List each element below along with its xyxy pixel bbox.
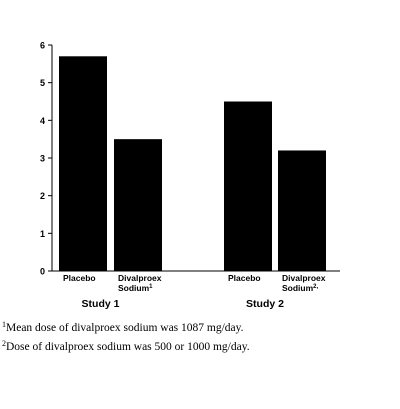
bar-study2-1 (224, 101, 272, 271)
y-tick-label-5: 5 (40, 78, 45, 88)
y-tick-label-0: 0 (40, 267, 45, 277)
footnote-2-mark: 2 (2, 339, 6, 348)
bar-label-superscript: 2, (313, 284, 318, 290)
y-tick-label-2: 2 (40, 191, 45, 201)
footnotes: 1Mean dose of divalproex sodium was 1087… (2, 320, 398, 358)
y-tick-label-3: 3 (40, 154, 45, 164)
bar-label-study1-2-line2: Sodium1 (118, 283, 153, 293)
bar-label-study2-2-line2: Sodium2, (282, 283, 319, 293)
bar-label-superscript: 1 (149, 284, 153, 290)
group-label-study2: Study 2 (246, 298, 284, 310)
footnote-1-text: Mean dose of divalproex sodium was 1087 … (6, 322, 244, 334)
group-label-study1: Study 1 (82, 298, 120, 310)
bar-label-study1-2-line1: Divalproex (118, 273, 162, 283)
y-tick-label-6: 6 (40, 41, 45, 51)
bar-study1-2 (114, 139, 162, 271)
footnote-1-mark: 1 (2, 320, 6, 329)
bar-label-study2-1-line1: Placebo (228, 273, 261, 283)
y-tick-label-1: 1 (40, 229, 45, 239)
bar-label-study2-2-line1: Divalproex (282, 273, 326, 283)
footnote-1: 1Mean dose of divalproex sodium was 1087… (2, 320, 398, 336)
bar-study2-2 (278, 150, 326, 271)
bar-study1-1 (59, 56, 107, 271)
footnote-2: 2Dose of divalproex sodium was 500 or 10… (2, 339, 398, 355)
footnote-2-text: Dose of divalproex sodium was 500 or 100… (6, 341, 250, 353)
bar-label-study1-1-line1: Placebo (63, 273, 96, 283)
y-tick-label-4: 4 (40, 116, 45, 126)
